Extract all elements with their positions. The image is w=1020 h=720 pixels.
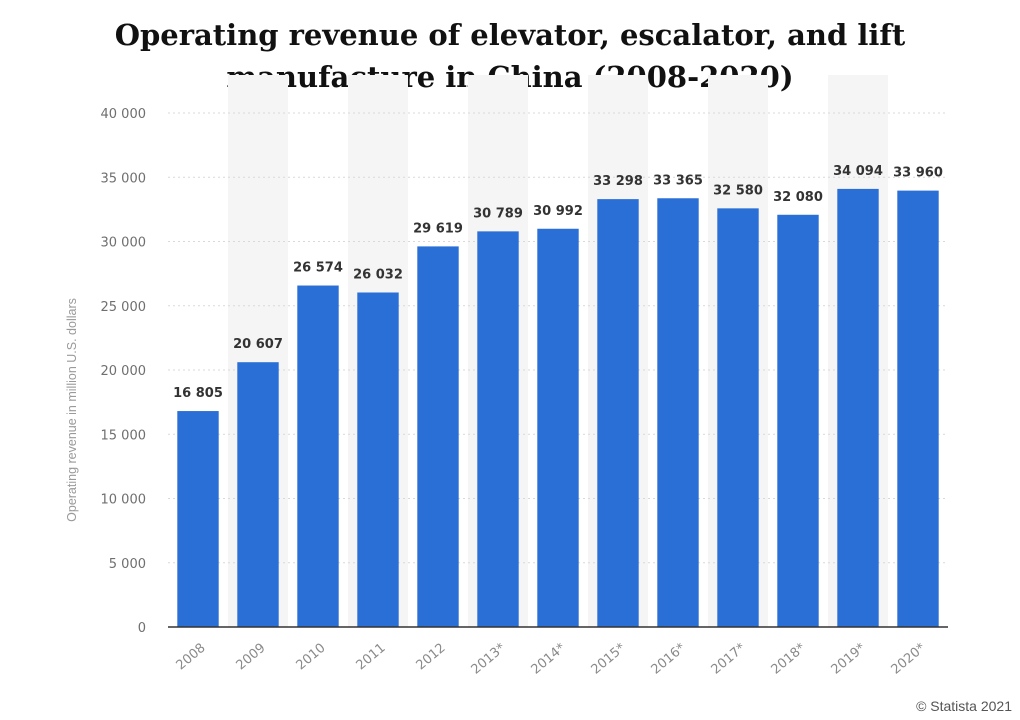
- data-labels: 16 805 20 607 26 574 26 032 29 619 30 789 30 9…: [173, 164, 943, 401]
- data-label: 33 298: [593, 174, 643, 189]
- bar: [897, 190, 939, 627]
- x-tick-label: 2013*: [469, 640, 509, 677]
- x-tick-label: 2014*: [529, 640, 569, 677]
- data-label: 20 607: [233, 337, 283, 352]
- y-axis-label: Operating revenue in million U.S. dollar…: [65, 298, 79, 522]
- bar: [657, 198, 699, 627]
- y-tick-label: 5 000: [109, 557, 146, 572]
- data-label: 30 992: [533, 204, 583, 219]
- x-tick-label: 2009: [234, 641, 269, 674]
- data-label: 26 032: [353, 267, 403, 282]
- x-tick-label: 2020*: [889, 640, 929, 677]
- data-label: 26 574: [293, 261, 343, 276]
- x-ticks: 2008 2009 2010 2011 2012 2013* 2014* 2015* 2016*…: [174, 640, 929, 677]
- data-label: 32 080: [773, 190, 823, 205]
- bar: [477, 231, 519, 628]
- y-tick-label: 25 000: [101, 300, 147, 315]
- bar: [177, 411, 219, 627]
- x-tick-label: 2018*: [769, 640, 809, 677]
- y-ticks: 0 5 000 10 000 15 000 20 000 25 000 30 000 35 0…: [101, 107, 147, 636]
- bar: [837, 188, 879, 628]
- bar: [417, 246, 459, 627]
- x-tick-label: 2012: [414, 641, 449, 674]
- copyright-credit: © Statista 2021: [916, 698, 1012, 714]
- bars: [177, 188, 939, 628]
- y-tick-label: 35 000: [101, 171, 147, 186]
- x-tick-label: 2011: [354, 641, 389, 674]
- x-tick-label: 2008: [174, 641, 209, 674]
- bar: [357, 292, 399, 627]
- y-tick-label: 20 000: [101, 364, 147, 379]
- y-tick-label: 15 000: [101, 428, 147, 443]
- x-tick-label: 2015*: [589, 640, 629, 677]
- y-tick-label: 40 000: [101, 107, 147, 122]
- data-label: 34 094: [833, 164, 883, 179]
- x-tick-label: 2016*: [649, 640, 689, 677]
- x-tick-label: 2019*: [829, 640, 869, 677]
- y-tick-label: 30 000: [101, 236, 147, 251]
- data-label: 33 960: [893, 166, 943, 181]
- bar: [717, 208, 759, 628]
- data-label: 30 789: [473, 206, 523, 221]
- bar: [597, 199, 639, 627]
- bar: [237, 362, 279, 627]
- data-label: 29 619: [413, 221, 463, 236]
- data-label: 33 365: [653, 173, 703, 188]
- data-label: 16 805: [173, 386, 223, 401]
- data-label: 32 580: [713, 183, 763, 198]
- x-tick-label: 2017*: [709, 640, 749, 677]
- bar: [297, 285, 339, 627]
- y-tick-label: 10 000: [101, 493, 147, 508]
- bar: [537, 228, 579, 627]
- y-tick-label: 0: [138, 621, 146, 636]
- x-tick-label: 2010: [294, 641, 329, 674]
- bar: [777, 214, 819, 627]
